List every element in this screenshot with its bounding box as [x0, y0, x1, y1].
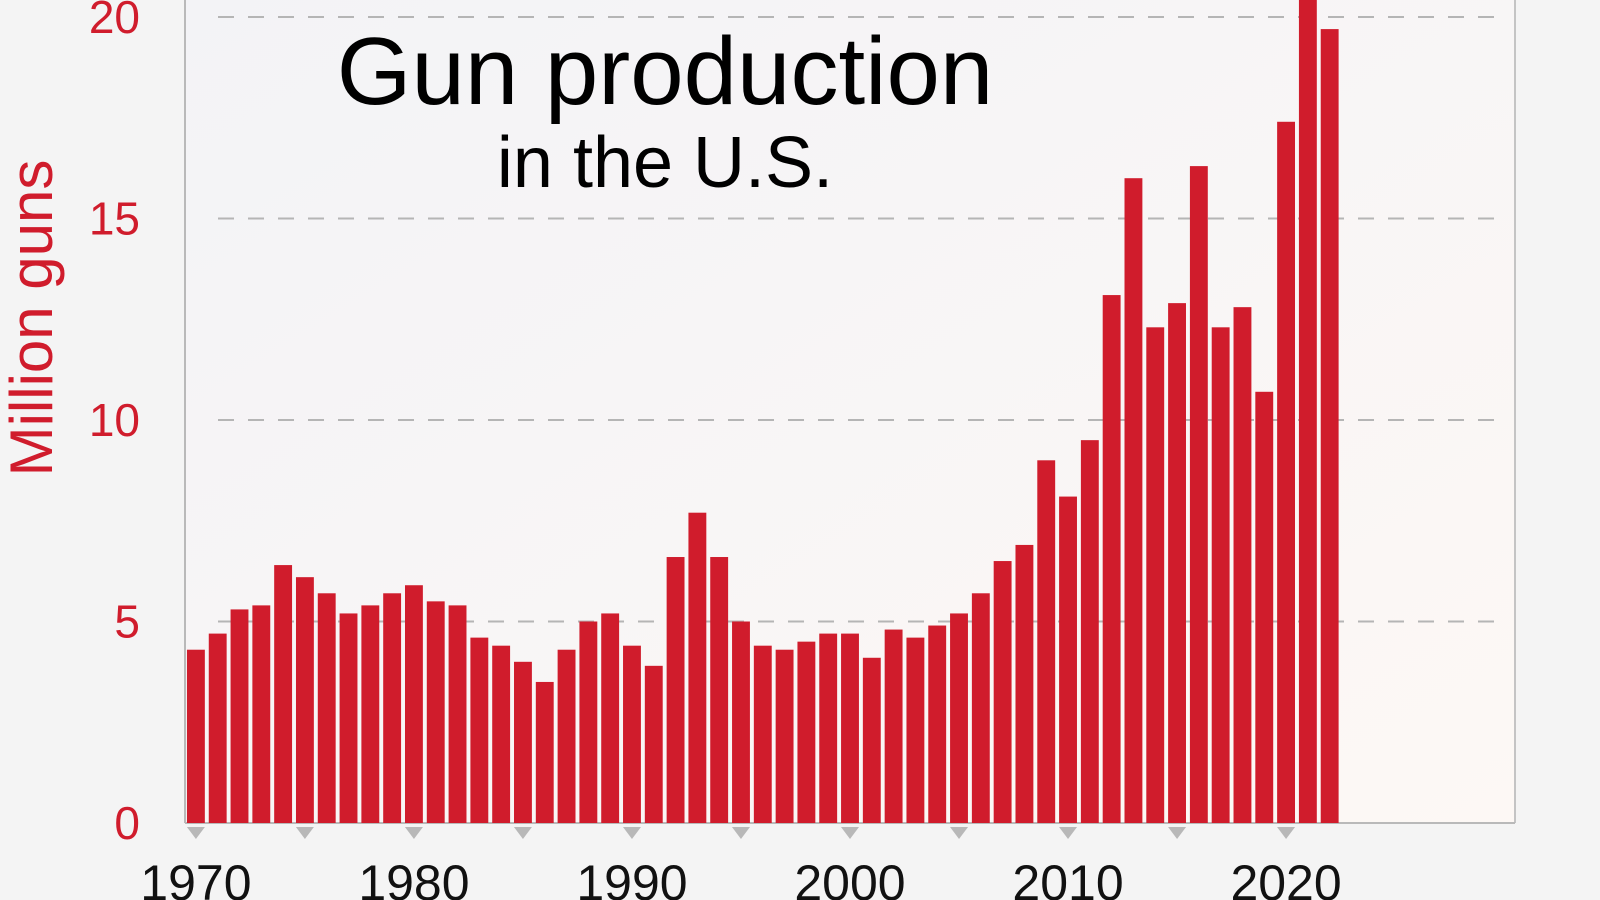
bar — [1059, 496, 1077, 823]
bar — [644, 665, 663, 823]
bar — [950, 613, 968, 823]
x-tick-marker — [731, 827, 750, 839]
bar — [753, 645, 772, 823]
y-tick-label: 20 — [89, 0, 140, 43]
x-tick-marker — [950, 827, 969, 839]
bar — [1211, 327, 1230, 823]
bar — [470, 637, 489, 823]
x-tick-label: 2000 — [794, 855, 905, 900]
bar — [971, 593, 990, 823]
bar — [1146, 327, 1165, 823]
x-tick-marker — [1277, 827, 1296, 839]
y-tick-label: 5 — [114, 596, 140, 648]
bar — [601, 613, 620, 823]
bar — [1189, 166, 1208, 824]
bar — [230, 609, 249, 823]
x-tick-marker — [186, 827, 205, 839]
bar — [208, 633, 227, 823]
bar — [623, 645, 641, 823]
x-tick-marker — [404, 827, 423, 839]
bar — [666, 557, 685, 823]
x-tick-label: 1970 — [140, 855, 251, 900]
bar — [1080, 440, 1099, 823]
bar — [797, 641, 816, 823]
bar — [535, 681, 554, 823]
bar — [862, 657, 881, 823]
bar — [1233, 307, 1252, 823]
x-tick-label: 1980 — [358, 855, 469, 900]
y-axis-label: Million guns — [0, 160, 65, 477]
x-tick-label: 1990 — [576, 855, 687, 900]
x-tick-markers — [186, 827, 1296, 839]
x-tick-marker — [295, 827, 314, 839]
x-tick-marker — [1168, 827, 1187, 839]
bar — [775, 649, 794, 823]
bar — [448, 605, 467, 823]
bar — [317, 593, 336, 823]
bar — [710, 557, 729, 823]
bar — [1015, 544, 1034, 823]
bar — [404, 585, 423, 823]
y-tick-labels: 0 5 10 15 20 — [89, 0, 140, 849]
bar — [1124, 178, 1143, 823]
chart-title: Gun production — [337, 18, 993, 125]
x-tick-marker — [1059, 827, 1078, 839]
x-tick-label: 2020 — [1230, 855, 1341, 900]
bar — [1102, 295, 1121, 823]
x-tick-marker — [622, 827, 641, 839]
bar — [1320, 29, 1339, 823]
x-tick-marker — [841, 827, 859, 839]
bar — [361, 605, 380, 823]
bar — [928, 625, 947, 823]
x-tick-labels: 1970 1980 1990 2000 2010 2020 — [140, 855, 1341, 900]
bar — [426, 601, 445, 823]
x-tick-label: 2010 — [1012, 855, 1123, 900]
x-tick-marker — [513, 827, 532, 839]
bar — [1255, 391, 1274, 823]
y-tick-label: 0 — [114, 797, 140, 849]
y-tick-label: 10 — [89, 394, 140, 446]
bar — [1277, 121, 1296, 823]
bar — [884, 629, 903, 823]
bar — [514, 661, 532, 823]
bar — [1037, 460, 1056, 823]
bar — [688, 512, 707, 823]
bar — [186, 649, 205, 823]
bar — [295, 577, 314, 823]
bar — [819, 633, 838, 823]
bar — [339, 613, 358, 823]
bars — [186, 0, 1339, 824]
bar — [841, 633, 859, 823]
bar — [1298, 0, 1317, 823]
bar — [492, 645, 511, 823]
chart-subtitle: in the U.S. — [497, 123, 833, 203]
bar — [274, 565, 293, 823]
bar — [557, 649, 576, 823]
bar — [579, 621, 598, 823]
bar — [732, 621, 750, 823]
y-tick-label: 15 — [89, 193, 140, 245]
bar — [252, 605, 271, 823]
bar — [993, 561, 1012, 823]
bar — [906, 637, 925, 823]
bar — [1168, 303, 1186, 823]
bar — [383, 593, 402, 823]
